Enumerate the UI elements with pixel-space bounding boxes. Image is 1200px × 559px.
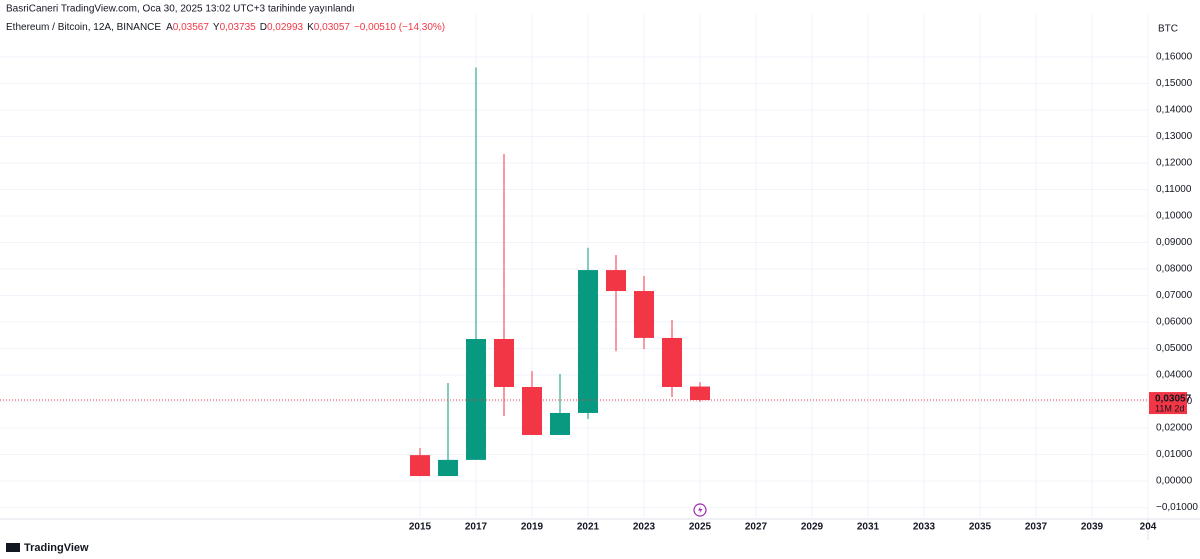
x-tick-label: 2035	[969, 522, 992, 533]
x-tick-label: 2029	[801, 522, 824, 533]
y-tick-label: 0,12000	[1156, 158, 1193, 169]
candle-body	[634, 291, 654, 338]
logo	[6, 543, 20, 552]
y-tick-label: −0,01000	[1156, 502, 1198, 513]
price-tag	[1149, 392, 1187, 415]
y-tick-label: 0,06000	[1156, 317, 1193, 328]
y-tick-label: 0,08000	[1156, 264, 1193, 275]
legend-value: 0,03057	[314, 22, 351, 33]
candle-body	[578, 270, 598, 413]
candle-body	[662, 337, 682, 387]
x-tick-label: 2017	[465, 522, 488, 533]
event-icon-bolt	[698, 506, 703, 514]
y-tick-label: 0,02000	[1156, 423, 1193, 434]
footer: TradingView	[24, 542, 89, 554]
legend-change: −0,00510 (−14,30%)	[354, 22, 445, 33]
price-tag-label: 0,03057	[1155, 394, 1192, 405]
y-tick-label: 0,16000	[1156, 52, 1193, 63]
legend-value: 0,03735	[220, 22, 257, 33]
candle-body	[438, 459, 458, 477]
x-tick-label: 2025	[689, 522, 712, 533]
y-tick-label: 0,11000	[1156, 184, 1192, 195]
y-tick-label: 0,14000	[1156, 105, 1193, 116]
y-tick-label: 0,00000	[1156, 476, 1193, 487]
legend-value: 0,02993	[267, 22, 304, 33]
legend: Ethereum / Bitcoin, 12A, BINANCE A0,03567…	[6, 22, 445, 33]
legend-value: 0,03567	[173, 22, 210, 33]
candle-body	[690, 386, 710, 401]
candle-body	[606, 270, 626, 292]
unit-label: BTC	[1158, 24, 1178, 35]
y-tick-label: 0,07000	[1156, 290, 1193, 301]
y-tick-label: 0,05000	[1156, 343, 1193, 354]
legend-key: A	[166, 22, 173, 33]
candle-body	[494, 339, 514, 387]
countdown-label: 11M 2d	[1155, 403, 1184, 413]
x-tick-label: 204	[1140, 522, 1157, 533]
legend-key: D	[260, 22, 267, 33]
x-tick-label: 2021	[577, 522, 600, 533]
x-tick-label: 2027	[745, 522, 768, 533]
legend-key: Y	[213, 22, 220, 33]
header: BasriCaneri TradingView.com, Oca 30, 202…	[6, 4, 355, 15]
x-tick-label: 2039	[1081, 522, 1104, 533]
x-tick-label: 2031	[857, 522, 880, 533]
x-tick-label: 2037	[1025, 522, 1048, 533]
y-tick-label: 0,10000	[1156, 211, 1193, 222]
candle-body	[522, 386, 542, 435]
y-tick-label: 0,01000	[1156, 449, 1193, 460]
legend-symbol: Ethereum / Bitcoin, 12A, BINANCE	[6, 22, 161, 33]
candle-body	[410, 455, 430, 477]
y-tick-label: 0,13000	[1156, 131, 1193, 142]
x-tick-label: 2015	[409, 522, 432, 533]
legend-key: K	[307, 22, 314, 33]
y-tick-label: 0,09000	[1156, 237, 1193, 248]
x-tick-label: 2019	[521, 522, 544, 533]
candle-body	[550, 412, 570, 435]
candle-body	[466, 339, 486, 460]
x-tick-label: 2023	[633, 522, 656, 533]
y-tick-label: 0,15000	[1156, 78, 1193, 89]
y-tick-label: 0,04000	[1156, 370, 1193, 381]
x-tick-label: 2033	[913, 522, 936, 533]
